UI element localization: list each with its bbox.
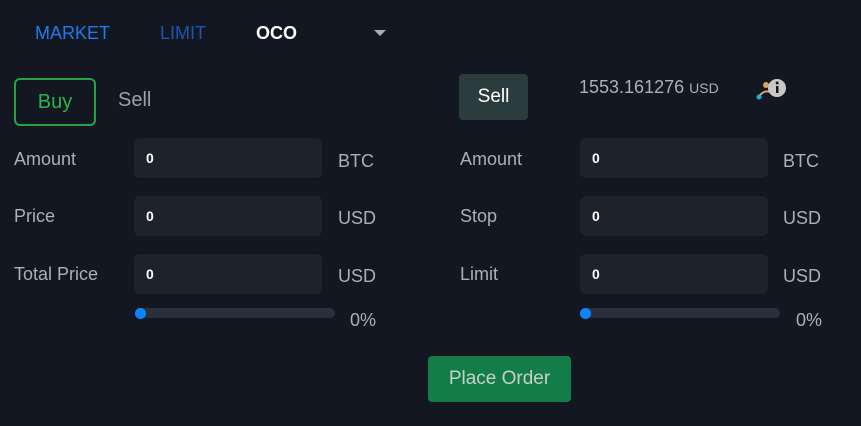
balance-unit: USD [689, 80, 719, 96]
chevron-down-icon[interactable] [374, 30, 386, 36]
sell-button[interactable]: Sell [459, 74, 528, 120]
oco-amount-label: Amount [460, 149, 523, 169]
oco-amount-unit: BTC [783, 151, 819, 171]
limit-label: Limit [460, 264, 499, 284]
price-input[interactable]: 0 [134, 196, 322, 236]
balance: 1553.161276 USD [579, 77, 719, 98]
stop-unit: USD [783, 208, 822, 228]
buy-button[interactable]: Buy [14, 78, 96, 126]
balance-value: 1553.161276 [579, 77, 685, 97]
left-percent-label: 0% [350, 310, 377, 330]
left-percent-slider[interactable] [135, 308, 335, 319]
tab-market[interactable]: MARKET [35, 23, 111, 43]
limit-input[interactable]: 0 [580, 254, 768, 294]
amount-input[interactable]: 0 [134, 138, 322, 178]
tab-oco[interactable]: OCO [256, 23, 298, 43]
limit-unit: USD [783, 266, 822, 286]
price-unit: USD [338, 208, 377, 228]
price-label: Price [14, 206, 56, 226]
left-slider-thumb[interactable] [135, 308, 146, 319]
total-price-input[interactable]: 0 [134, 254, 322, 294]
right-percent-label: 0% [796, 310, 823, 330]
stop-label: Stop [460, 206, 498, 226]
oco-amount-input[interactable]: 0 [580, 138, 768, 178]
right-slider-thumb[interactable] [580, 308, 591, 319]
wallet-info-icon[interactable] [752, 77, 788, 101]
place-order-button[interactable]: Place Order [428, 356, 571, 402]
stop-input[interactable]: 0 [580, 196, 768, 236]
sell-toggle[interactable]: Sell [118, 89, 152, 111]
tab-limit[interactable]: LIMIT [160, 23, 207, 43]
amount-label: Amount [14, 149, 77, 169]
right-percent-slider[interactable] [580, 308, 780, 319]
total-price-unit: USD [338, 266, 377, 286]
amount-unit: BTC [338, 151, 374, 171]
total-price-label: Total Price [14, 264, 99, 284]
